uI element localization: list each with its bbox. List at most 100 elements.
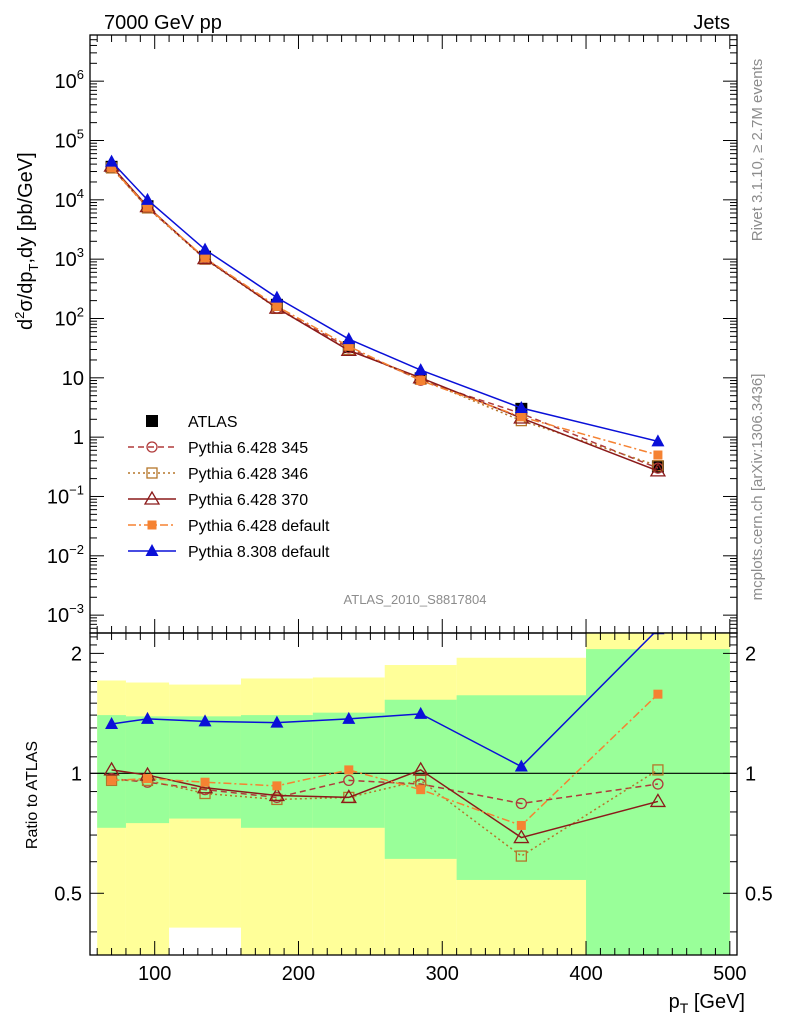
y-tick-label: 106 xyxy=(55,67,84,93)
data-point xyxy=(516,412,526,422)
analysis-watermark: ATLAS_2010_S8817804 xyxy=(344,592,487,607)
legend-marker xyxy=(143,490,161,505)
data-point xyxy=(416,376,426,386)
data-point xyxy=(200,253,210,263)
series-5 xyxy=(105,154,665,447)
ratio-point xyxy=(268,787,286,802)
series-line-5 xyxy=(111,161,659,443)
ratio-y-axis-title: Ratio to ATLAS xyxy=(24,741,41,849)
legend-entry: Pythia 6.428 default xyxy=(128,518,330,535)
legend-label: Pythia 6.428 370 xyxy=(188,492,308,509)
ratio-series-4 xyxy=(105,633,665,772)
ratio-point xyxy=(200,777,210,787)
mcplots-label: mcplots.cern.ch [arXiv:1306.3436] xyxy=(749,374,766,601)
x-axis-title: pT [GeV] xyxy=(669,991,745,1016)
ratio-line-4 xyxy=(111,633,656,768)
ratio-line-1 xyxy=(111,769,659,857)
data-point xyxy=(143,202,153,212)
green-band-bin xyxy=(169,716,241,819)
ratio-point xyxy=(270,715,284,728)
ylabel-rest: ,dy [pb/GeV] xyxy=(15,152,37,263)
x-tick-label: 200 xyxy=(282,963,315,985)
legend-marker xyxy=(146,467,158,479)
data-point xyxy=(198,242,212,255)
series-4 xyxy=(107,163,663,460)
ratio-point xyxy=(412,761,429,776)
ratio-point xyxy=(107,775,117,785)
legend-marker xyxy=(146,415,158,427)
ratio-y-tick-label: 1 xyxy=(71,763,82,785)
legend-marker xyxy=(146,441,158,453)
legend-entry: ATLAS xyxy=(146,414,238,431)
data-point xyxy=(414,363,428,376)
ratio-series-group xyxy=(103,633,667,862)
green-band-bin xyxy=(456,695,587,880)
ratio-line-3 xyxy=(111,693,659,827)
ratio-y-tick-label: 2 xyxy=(71,643,82,665)
legend-label: Pythia 6.428 345 xyxy=(188,440,308,457)
y-tick-label: 10−3 xyxy=(47,601,84,627)
x-tick-label: 500 xyxy=(713,963,746,985)
data-point xyxy=(272,301,282,311)
ratio-panel: 100 200 300 400 500 0.5 0.5 1 1 2 2 xyxy=(54,632,773,985)
ratio-y-tick-label: 0.5 xyxy=(54,883,82,905)
ylabel-sigma: σ/dp xyxy=(15,271,37,311)
ylabel-subT: T xyxy=(26,263,41,271)
main-series-group xyxy=(103,154,667,477)
x-tick-label: 400 xyxy=(569,963,602,985)
ratio-point xyxy=(103,761,120,776)
ratio-point xyxy=(652,764,664,776)
data-point xyxy=(141,192,155,205)
ylabel-d: d xyxy=(15,319,37,330)
data-point xyxy=(105,154,119,167)
legend-marker xyxy=(145,544,159,556)
legend-entry: Pythia 6.428 370 xyxy=(128,490,308,509)
ratio-line-2 xyxy=(111,769,659,839)
ratio-point xyxy=(198,714,212,727)
data-point xyxy=(651,434,665,447)
rivet-version-label: Rivet 3.1.10, ≥ 2.7M events xyxy=(749,59,766,242)
y-tick-label: 103 xyxy=(55,245,84,271)
ratio-point xyxy=(653,689,663,699)
legend-entry: Pythia 6.428 345 xyxy=(128,440,308,457)
data-point xyxy=(649,462,667,477)
legend: ATLAS Pythia 6.428 345 Pythia 6.428 346 Pyt… xyxy=(128,414,330,561)
legend-entry: Pythia 6.428 346 xyxy=(128,466,308,483)
legend-label: Pythia 6.428 346 xyxy=(188,466,308,483)
ratio-point xyxy=(105,716,119,729)
x-tick-label: 300 xyxy=(426,963,459,985)
y-tick-label: 10−1 xyxy=(47,482,84,508)
data-point xyxy=(342,332,356,345)
y-tick-label: 104 xyxy=(55,186,84,212)
data-point xyxy=(514,400,528,413)
ratio-point xyxy=(516,820,526,830)
legend-label: ATLAS xyxy=(188,414,238,431)
ratio-point xyxy=(340,789,357,804)
ratio-point xyxy=(342,711,356,724)
ratio-line-0 xyxy=(111,777,659,805)
ratio-point xyxy=(515,850,527,862)
legend-label: Pythia 8.308 default xyxy=(188,544,330,561)
ratio-point xyxy=(196,779,214,794)
y-tick-label: 1 xyxy=(73,427,84,449)
y-tick-label: 102 xyxy=(55,304,84,330)
ratio-point xyxy=(271,793,283,806)
ratio-point xyxy=(272,781,282,791)
ylabel-sup2: 2 xyxy=(12,312,27,319)
ratio-point xyxy=(141,711,155,724)
y-tick-label: 105 xyxy=(55,126,84,152)
ratio-point xyxy=(649,793,667,808)
y-tick-label: 10−2 xyxy=(47,542,84,568)
ratio-point xyxy=(652,778,664,790)
ratio-point xyxy=(143,774,153,784)
legend-label: Pythia 6.428 default xyxy=(188,518,330,535)
ratio-point xyxy=(414,706,428,719)
data-point xyxy=(653,450,663,460)
ratio-point xyxy=(513,829,530,844)
header-right-label: Jets xyxy=(693,12,730,34)
ratio-series-3 xyxy=(107,689,663,830)
series-line-4 xyxy=(111,167,659,456)
data-point xyxy=(270,290,284,303)
header-left-label: 7000 GeV pp xyxy=(104,12,222,34)
